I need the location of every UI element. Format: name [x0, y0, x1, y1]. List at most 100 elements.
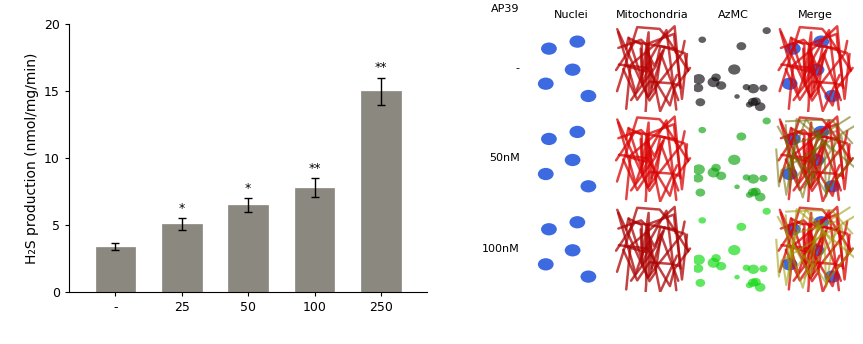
- Ellipse shape: [743, 174, 750, 181]
- Ellipse shape: [751, 97, 761, 106]
- Ellipse shape: [734, 275, 740, 279]
- Ellipse shape: [693, 84, 703, 92]
- Ellipse shape: [763, 27, 771, 34]
- Text: 50nM: 50nM: [489, 153, 520, 163]
- Ellipse shape: [759, 175, 767, 182]
- Ellipse shape: [698, 36, 706, 43]
- Ellipse shape: [538, 168, 554, 180]
- Text: Mitochondria: Mitochondria: [616, 10, 689, 20]
- Ellipse shape: [716, 262, 727, 270]
- Text: -: -: [516, 63, 520, 73]
- Ellipse shape: [746, 192, 753, 198]
- Ellipse shape: [734, 94, 740, 99]
- Ellipse shape: [693, 74, 705, 84]
- Ellipse shape: [696, 189, 705, 197]
- Ellipse shape: [698, 217, 706, 224]
- Ellipse shape: [809, 244, 824, 256]
- Ellipse shape: [538, 258, 554, 270]
- Ellipse shape: [746, 282, 753, 288]
- Text: AzMC: AzMC: [718, 10, 749, 20]
- Ellipse shape: [751, 278, 761, 286]
- Ellipse shape: [824, 270, 841, 283]
- Ellipse shape: [728, 155, 740, 165]
- Ellipse shape: [708, 168, 720, 178]
- Ellipse shape: [751, 187, 761, 196]
- Ellipse shape: [782, 168, 797, 180]
- Ellipse shape: [747, 84, 759, 93]
- Ellipse shape: [782, 258, 797, 270]
- Text: Merge: Merge: [797, 10, 832, 20]
- Ellipse shape: [708, 77, 720, 87]
- Ellipse shape: [785, 43, 801, 55]
- Ellipse shape: [755, 283, 765, 292]
- Ellipse shape: [748, 188, 758, 196]
- Ellipse shape: [693, 164, 705, 174]
- Text: Nuclei: Nuclei: [554, 10, 589, 20]
- Text: AP39: AP39: [491, 3, 520, 13]
- Ellipse shape: [743, 84, 750, 90]
- Text: *: *: [245, 182, 251, 195]
- Ellipse shape: [696, 279, 705, 287]
- Ellipse shape: [759, 85, 767, 92]
- Ellipse shape: [763, 208, 771, 215]
- Ellipse shape: [824, 180, 841, 192]
- Ellipse shape: [716, 81, 727, 90]
- Ellipse shape: [711, 254, 721, 262]
- Ellipse shape: [746, 102, 753, 108]
- Ellipse shape: [785, 133, 801, 145]
- Ellipse shape: [755, 102, 765, 111]
- Ellipse shape: [541, 43, 557, 55]
- Text: 100nM: 100nM: [482, 244, 520, 254]
- Ellipse shape: [736, 132, 746, 141]
- Ellipse shape: [564, 244, 581, 256]
- Ellipse shape: [728, 64, 740, 75]
- Ellipse shape: [748, 98, 758, 106]
- Ellipse shape: [755, 193, 765, 202]
- Ellipse shape: [824, 90, 841, 102]
- Ellipse shape: [711, 74, 721, 82]
- Ellipse shape: [734, 184, 740, 189]
- Ellipse shape: [728, 245, 740, 255]
- Ellipse shape: [813, 126, 829, 138]
- Ellipse shape: [581, 90, 596, 102]
- Ellipse shape: [711, 164, 721, 172]
- Ellipse shape: [809, 154, 824, 166]
- Text: *: *: [179, 202, 185, 215]
- Ellipse shape: [785, 223, 801, 235]
- Ellipse shape: [541, 133, 557, 145]
- Ellipse shape: [696, 98, 705, 106]
- Ellipse shape: [541, 223, 557, 235]
- Bar: [361, 91, 400, 292]
- Ellipse shape: [747, 174, 759, 184]
- Ellipse shape: [759, 265, 767, 272]
- Ellipse shape: [693, 174, 703, 183]
- Ellipse shape: [564, 64, 581, 76]
- Ellipse shape: [736, 42, 746, 50]
- Ellipse shape: [693, 264, 703, 273]
- Bar: [162, 224, 202, 292]
- Ellipse shape: [813, 216, 829, 228]
- Ellipse shape: [736, 223, 746, 231]
- Ellipse shape: [698, 127, 706, 133]
- Text: **: **: [375, 61, 387, 74]
- Ellipse shape: [748, 278, 758, 287]
- Bar: [294, 188, 335, 292]
- Ellipse shape: [570, 216, 585, 228]
- Ellipse shape: [716, 172, 727, 180]
- Ellipse shape: [763, 118, 771, 125]
- Ellipse shape: [708, 258, 720, 268]
- Ellipse shape: [564, 154, 581, 166]
- Ellipse shape: [809, 64, 824, 76]
- Ellipse shape: [581, 270, 596, 283]
- Text: **: **: [308, 162, 321, 175]
- Ellipse shape: [570, 35, 585, 48]
- Ellipse shape: [538, 77, 554, 90]
- Ellipse shape: [782, 77, 797, 90]
- Ellipse shape: [813, 35, 829, 48]
- Ellipse shape: [581, 180, 596, 192]
- Ellipse shape: [743, 265, 750, 271]
- Bar: [229, 205, 268, 292]
- Ellipse shape: [747, 265, 759, 274]
- Bar: [96, 247, 135, 292]
- Ellipse shape: [693, 255, 705, 265]
